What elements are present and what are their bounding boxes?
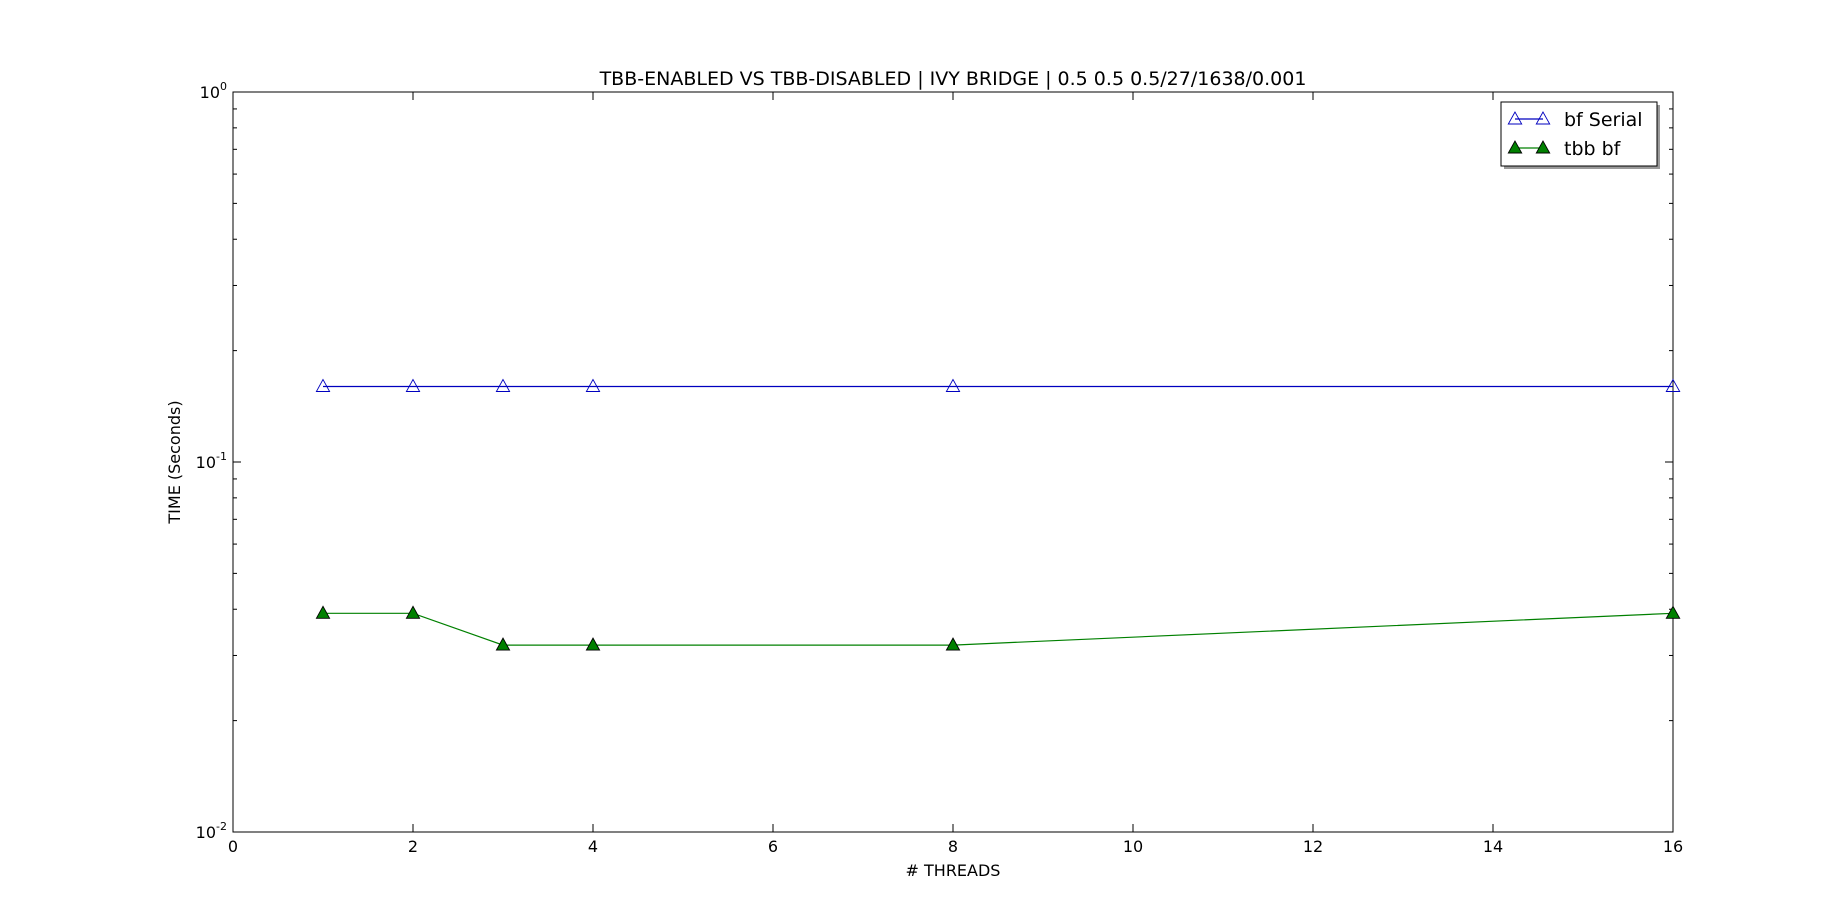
legend: bf Serial tbb bf (1500, 101, 1660, 169)
data-point-bf-serial (585, 378, 601, 392)
data-point-bf-serial (495, 378, 511, 392)
y-tick-label: 10-1 (196, 450, 227, 472)
series-line-tbb-bf (323, 612, 1674, 646)
legend-box (1500, 101, 1658, 167)
data-point-tbb-bf (495, 637, 511, 651)
series-tbb-bf (315, 605, 1681, 651)
x-tick-label: 14 (1483, 837, 1503, 856)
data-point-tbb-bf (405, 605, 421, 619)
data-point-bf-serial (945, 378, 961, 392)
legend-marker-tbb-bf (1507, 140, 1523, 154)
data-point-tbb-bf (945, 637, 961, 651)
data-point-tbb-bf (1665, 605, 1681, 619)
series-layer (315, 378, 1681, 651)
data-point-tbb-bf (315, 605, 331, 619)
x-tick-label: 16 (1663, 837, 1683, 856)
x-tick-label: 8 (948, 837, 958, 856)
legend-marker-bf-serial (1535, 111, 1551, 125)
x-tick-label: 12 (1303, 837, 1323, 856)
legend-label-tbb-bf: tbb bf (1564, 138, 1622, 160)
x-axis-label: # THREADS (906, 861, 1001, 880)
legend-marker-tbb-bf (1535, 140, 1551, 154)
data-point-bf-serial (315, 378, 331, 392)
data-point-bf-serial (405, 378, 421, 392)
x-tick-label: 10 (1123, 837, 1143, 856)
legend-marker-bf-serial (1507, 111, 1523, 125)
x-tick-label: 6 (768, 837, 778, 856)
axis-ticks: 0 2 4 6 8 10 12 14 16 100 10-1 10-2 (196, 80, 1684, 856)
y-axis-label: TIME (Seconds) (165, 400, 184, 524)
x-tick-label: 0 (228, 837, 238, 856)
y-tick-label: 100 (200, 80, 227, 102)
series-bf-serial (315, 378, 1681, 392)
data-point-bf-serial (1665, 378, 1681, 392)
chart-title: TBB-ENABLED VS TBB-DISABLED | IVY BRIDGE… (599, 68, 1307, 90)
x-tick-label: 4 (588, 837, 598, 856)
legend-label-bf-serial: bf Serial (1564, 109, 1643, 131)
data-point-tbb-bf (585, 637, 601, 651)
y-tick-label: 10-2 (196, 820, 227, 842)
x-tick-label: 2 (408, 837, 418, 856)
